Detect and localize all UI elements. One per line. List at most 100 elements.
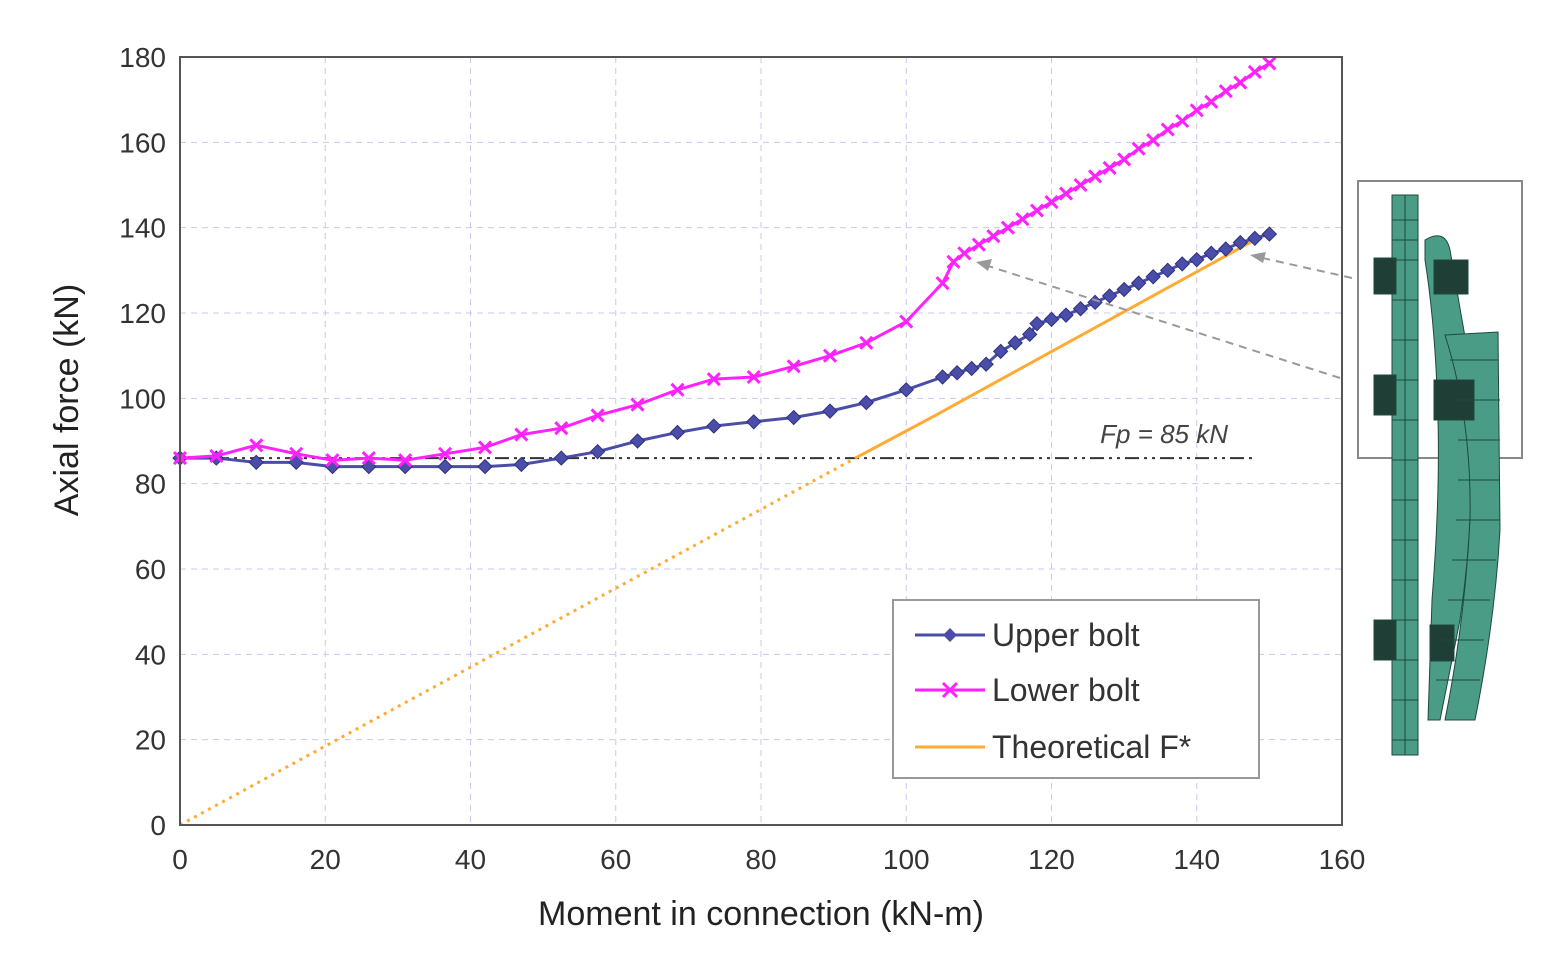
data-point-lower <box>935 276 950 291</box>
data-point-lower <box>786 359 801 374</box>
arrowhead-lower <box>976 259 992 271</box>
data-point-lower <box>1015 212 1030 227</box>
data-point-lower <box>1044 195 1059 210</box>
legend-item-lower: Lower bolt <box>915 672 1140 708</box>
data-point-upper <box>1174 256 1190 272</box>
x-tick-label: 40 <box>455 844 486 875</box>
data-point-lower <box>1160 122 1175 137</box>
data-point-upper <box>669 424 686 441</box>
legend-label-lower: Lower bolt <box>992 672 1140 708</box>
data-point-upper <box>589 443 606 460</box>
arrowhead-upper <box>1250 252 1266 263</box>
y-tick-label: 180 <box>119 42 166 73</box>
data-point-upper <box>1101 288 1118 304</box>
data-point-upper <box>963 360 980 377</box>
data-point-lower <box>1000 220 1015 235</box>
legend: Upper bolt Lower bolt Theoretical F* <box>892 599 1260 779</box>
data-point-upper <box>437 458 453 475</box>
data-point-lower <box>822 348 838 363</box>
data-point-lower <box>289 446 304 461</box>
data-point-upper <box>934 369 951 385</box>
data-point-upper <box>706 418 722 434</box>
fe-mesh <box>1373 194 1501 756</box>
data-point-lower <box>1146 133 1161 148</box>
data-point-upper <box>1145 269 1161 285</box>
data-point-upper <box>822 403 838 419</box>
y-tick-label: 100 <box>119 383 166 414</box>
data-point-lower <box>1262 56 1277 71</box>
data-point-upper <box>248 454 264 471</box>
series-layer <box>172 56 1278 827</box>
data-point-lower <box>630 397 645 412</box>
legend-label-theoretical: Theoretical F* <box>992 729 1191 765</box>
data-point-lower <box>325 453 340 468</box>
x-tick-label: 60 <box>600 844 631 875</box>
data-point-lower <box>1088 169 1103 184</box>
data-point-lower <box>899 314 914 329</box>
data-point-upper <box>513 456 530 473</box>
y-tick-label: 40 <box>135 639 166 670</box>
data-point-lower <box>1247 64 1262 79</box>
data-point-upper <box>992 343 1009 360</box>
data-point-lower <box>398 453 413 468</box>
data-point-lower <box>946 254 961 269</box>
data-point-lower <box>1189 103 1204 118</box>
data-point-lower <box>1102 160 1117 175</box>
data-point-lower <box>590 408 605 423</box>
x-tick-label: 20 <box>310 844 341 875</box>
arrow-to-lower-bolt <box>984 264 1341 379</box>
data-point-lower <box>1218 84 1233 99</box>
data-point-lower <box>1029 203 1045 218</box>
x-tick-label: 0 <box>172 844 188 875</box>
data-point-upper <box>1247 230 1263 247</box>
data-point-upper <box>477 458 493 475</box>
data-point-upper <box>1159 262 1176 279</box>
data-point-lower <box>746 369 761 385</box>
data-point-upper <box>746 414 762 430</box>
x-tick-label: 120 <box>1028 844 1075 875</box>
data-point-lower <box>986 229 1001 244</box>
y-tick-label: 0 <box>150 810 166 841</box>
data-point-upper <box>858 394 875 411</box>
data-point-upper <box>949 365 965 381</box>
data-point-lower <box>438 446 453 461</box>
data-point-lower <box>1117 152 1132 167</box>
x-tick-label: 100 <box>883 844 930 875</box>
data-point-upper <box>1072 301 1089 317</box>
data-point-upper <box>1130 275 1147 291</box>
data-point-lower <box>514 427 529 442</box>
data-point-upper <box>1189 251 1205 268</box>
data-point-lower <box>361 451 376 466</box>
data-point-upper <box>1029 315 1045 332</box>
reference-line-label: Fp = 85 kN <box>1100 419 1228 449</box>
data-point-upper <box>1043 311 1060 328</box>
data-point-upper <box>1058 307 1074 323</box>
y-tick-label: 140 <box>119 213 166 244</box>
data-point-lower <box>1131 141 1146 156</box>
data-point-lower <box>1233 75 1248 90</box>
y-tick-label: 60 <box>135 554 166 585</box>
data-point-lower <box>249 438 264 453</box>
data-point-upper <box>1232 234 1249 251</box>
data-point-upper <box>785 409 802 426</box>
x-axis-title: Moment in connection (kN-m) <box>538 895 984 933</box>
y-tick-label: 120 <box>119 298 166 329</box>
x-tick-label: 160 <box>1319 844 1366 875</box>
data-point-upper <box>898 382 914 398</box>
ticks: 0 20 40 60 80 100 120 140 160 0 20 40 60 80 100 120 140 1… <box>119 42 1365 875</box>
fe-model-illustration <box>976 180 1523 756</box>
data-point-upper <box>1022 326 1038 343</box>
data-point-upper <box>1203 245 1219 261</box>
data-point-upper <box>1116 281 1132 298</box>
series-line-theoretical <box>854 230 1271 460</box>
legend-marker-diamond <box>943 628 957 642</box>
data-point-upper <box>1007 335 1023 351</box>
data-point-lower <box>971 237 986 252</box>
series-line-theoretical-dotted <box>179 456 857 827</box>
y-axis-title: Axial force (kN) <box>48 284 86 516</box>
data-point-lower <box>1058 186 1074 201</box>
data-point-lower <box>209 448 224 463</box>
y-tick-label: 160 <box>119 127 166 158</box>
y-tick-label: 80 <box>135 469 166 500</box>
